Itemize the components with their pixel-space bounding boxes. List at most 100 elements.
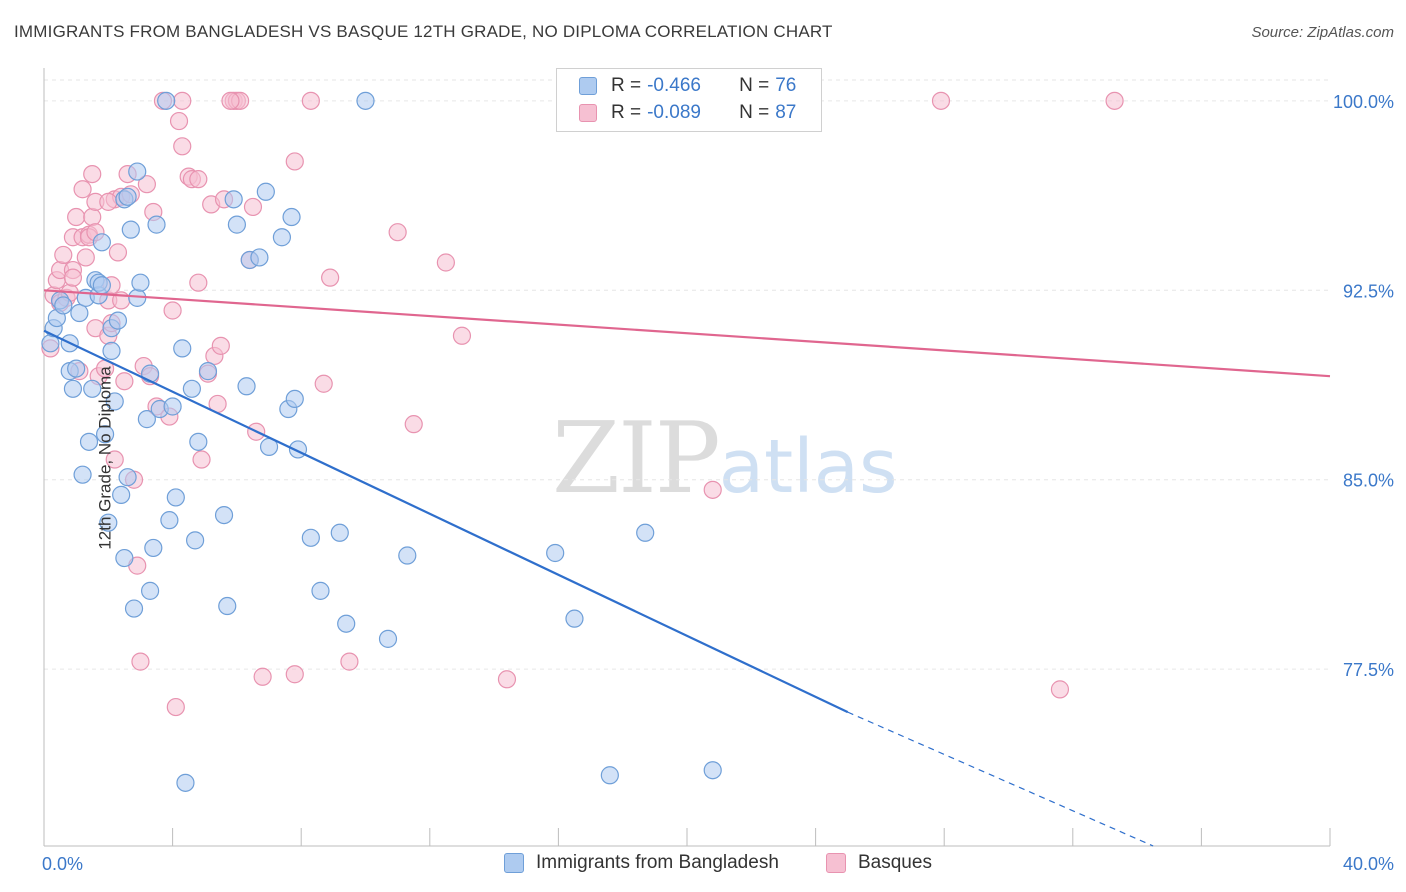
trend-line-bangladesh <box>43 329 849 714</box>
point-bangladesh <box>378 629 398 648</box>
point-bangladesh <box>144 538 163 558</box>
point-bangladesh <box>176 773 195 792</box>
point-bangladesh <box>83 379 102 398</box>
legend-swatch-pink <box>826 853 846 873</box>
point-basques <box>166 697 185 717</box>
point-bangladesh <box>118 468 137 487</box>
r-label: R = <box>611 75 642 96</box>
point-bangladesh <box>600 766 619 785</box>
point-bangladesh <box>54 296 73 315</box>
point-bangladesh <box>140 581 160 600</box>
point-bangladesh <box>214 505 234 525</box>
point-basques <box>76 248 95 267</box>
r-value: -0.466 <box>647 75 701 96</box>
point-basques <box>189 273 208 292</box>
n-value: 87 <box>775 102 797 123</box>
point-bangladesh <box>356 91 375 110</box>
stats-row-basques: R = -0.089 N = 87 <box>579 100 796 126</box>
point-basques <box>404 415 423 434</box>
watermark-zip: ZIP <box>552 402 721 516</box>
point-bangladesh <box>703 761 722 780</box>
point-bangladesh <box>99 513 118 532</box>
point-bangladesh <box>285 389 304 409</box>
point-bangladesh <box>147 215 166 234</box>
point-bangladesh <box>124 599 144 618</box>
stats-legend: R = -0.466 N = 76 R = -0.089 N = 87 <box>556 68 822 132</box>
watermark: ZIPatlas <box>552 402 898 516</box>
point-bangladesh <box>70 303 89 323</box>
y-tick-label: 85.0% <box>1343 471 1394 491</box>
point-basques <box>108 243 128 262</box>
point-bangladesh <box>311 581 330 600</box>
stats-row-bangladesh: R = -0.466 N = 76 <box>579 73 796 99</box>
legend-item-basques[interactable]: Basques <box>826 852 932 874</box>
point-bangladesh <box>115 548 134 568</box>
point-basques <box>173 91 192 110</box>
point-basques <box>931 91 951 110</box>
x-tick-label: 40.0% <box>1343 854 1394 874</box>
chart-title: IMMIGRANTS FROM BANGLADESH VS BASQUE 12T… <box>14 22 833 41</box>
r-value: -0.089 <box>647 102 701 123</box>
point-basques <box>497 670 517 689</box>
swatch-blue <box>579 77 597 95</box>
point-bangladesh <box>102 341 121 361</box>
point-basques <box>285 152 304 171</box>
point-basques <box>73 180 92 199</box>
point-basques <box>163 301 182 320</box>
n-value: 76 <box>775 75 797 96</box>
point-basques <box>83 164 102 184</box>
point-basques <box>253 667 272 686</box>
point-bangladesh <box>92 233 111 252</box>
point-bangladesh <box>105 392 124 411</box>
point-bangladesh <box>92 276 111 295</box>
series-legend: Immigrants from Bangladesh Basques <box>0 852 1406 878</box>
point-bangladesh <box>189 432 208 451</box>
y-tick-label: 77.5% <box>1343 660 1394 680</box>
legend-label: Immigrants from Bangladesh <box>536 852 779 873</box>
point-bangladesh <box>67 359 86 378</box>
point-bangladesh <box>160 511 179 530</box>
point-bangladesh <box>118 187 137 206</box>
point-bangladesh <box>121 220 140 239</box>
point-bangladesh <box>173 339 192 358</box>
point-bangladesh <box>636 523 655 542</box>
point-bangladesh <box>330 523 349 542</box>
point-bangladesh <box>95 425 115 444</box>
point-bangladesh <box>108 311 128 330</box>
point-basques <box>314 374 333 393</box>
point-bangladesh <box>546 543 565 563</box>
point-basques <box>189 170 208 189</box>
point-bangladesh <box>256 182 275 201</box>
point-bangladesh <box>224 190 243 209</box>
point-bangladesh <box>237 377 256 396</box>
point-basques <box>173 137 192 156</box>
n-label: N = <box>739 75 770 96</box>
point-basques <box>243 197 263 217</box>
point-basques <box>211 336 230 355</box>
point-basques <box>388 223 407 242</box>
trend-extension-bangladesh <box>847 711 1154 847</box>
point-basques <box>221 91 240 110</box>
legend-item-bangladesh[interactable]: Immigrants from Bangladesh <box>504 852 779 874</box>
point-bangladesh <box>565 609 584 628</box>
x-tick-label: 0.0% <box>42 854 83 874</box>
point-bangladesh <box>128 162 147 181</box>
point-basques <box>340 652 359 671</box>
point-bangladesh <box>73 465 92 484</box>
point-bangladesh <box>63 379 83 398</box>
point-basques <box>1050 680 1070 699</box>
point-bangladesh <box>218 596 237 616</box>
y-tick-label: 92.5% <box>1343 281 1394 301</box>
point-basques <box>192 450 211 469</box>
legend-swatch-blue <box>504 853 524 873</box>
r-label: R = <box>611 102 642 123</box>
y-axis-label: 12th Grade, No Diploma <box>95 366 115 550</box>
point-bangladesh <box>112 485 131 504</box>
point-bangladesh <box>182 379 201 398</box>
point-bangladesh <box>398 546 417 565</box>
point-basques <box>436 253 455 272</box>
trend-line-basques <box>43 289 1331 378</box>
point-bangladesh <box>227 215 246 234</box>
legend-label: Basques <box>858 852 932 873</box>
point-bangladesh <box>272 228 292 247</box>
